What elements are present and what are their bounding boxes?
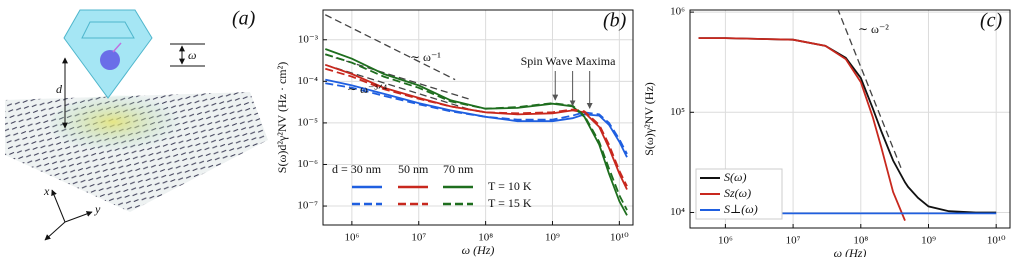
y-tick-label: 10⁻⁶	[297, 158, 318, 170]
series-line	[325, 63, 628, 190]
y-tick-label: 10⁻⁷	[297, 200, 318, 212]
illustration: d ω (a) x y	[5, 8, 268, 241]
panel-label: (c)	[980, 10, 1003, 32]
legend-row-label: T = 10 K	[488, 179, 532, 193]
y-tick-label: 10⁵	[670, 106, 685, 118]
frequency-label: ω	[188, 48, 196, 62]
axis-label: y	[94, 202, 101, 216]
x-tick-label: 10⁸	[853, 235, 868, 247]
plot-frame	[322, 9, 634, 226]
panel-label: (b)	[603, 10, 627, 32]
axis-label: x	[43, 184, 50, 198]
plot-frame	[689, 9, 1011, 229]
annotation: ∼ ω⁻³ᐟ⁴	[347, 82, 387, 96]
legend-header: 50 nm	[398, 162, 429, 176]
x-tick-label: 10⁹	[921, 235, 936, 247]
series-line	[698, 37, 906, 221]
chart-panel: 10⁶ 10⁷ 10⁸ 10⁹ 10¹⁰ 10⁴ 10⁵ 10⁶ ω (Hz) S(ω)γ²NV …	[642, 6, 1011, 257]
panel-label: (a)	[232, 8, 256, 30]
y-tick-label: 10⁴	[670, 206, 685, 218]
x-axis-label: ω (Hz)	[834, 246, 867, 257]
series-line	[324, 48, 628, 216]
x-tick-label: 10⁷	[786, 235, 801, 247]
x-tick-label: 10⁶	[344, 232, 359, 244]
nv-center	[100, 50, 120, 70]
legend-label: S(ω)	[724, 170, 746, 184]
annotation: ∼ ω⁻²	[858, 22, 889, 36]
distance-label: d	[56, 82, 63, 96]
x-tick-label: 10⁷	[411, 232, 426, 244]
diamond-facet	[81, 21, 135, 39]
reference-line	[837, 10, 903, 170]
legend-row-label: T = 15 K	[488, 196, 532, 210]
legend-header: 70 nm	[443, 162, 474, 176]
legend-header: d = 30 nm	[332, 162, 382, 176]
axis-arrow	[64, 211, 93, 223]
y-axis-label: S(ω)d²γ²NV (Hz · cm²)	[275, 62, 289, 173]
reference-line	[324, 14, 456, 81]
x-axis-label: ω (Hz)	[462, 243, 495, 257]
series-line	[325, 82, 628, 155]
nv-spin	[112, 42, 122, 53]
series-line	[325, 53, 628, 211]
annotation: ∼ ω⁻¹	[410, 50, 441, 64]
field-glow	[50, 95, 190, 155]
legend-label: Sz(ω)	[724, 186, 751, 200]
axis-arrow	[51, 189, 66, 223]
x-tick-label: 10¹⁰	[987, 235, 1006, 247]
chart-panel: 10⁶ 10⁷ 10⁸ 10⁹ 10¹⁰ 10⁻⁷ 10⁻⁶ 10⁻⁵ 10⁻⁴ 10⁻³ ω (H…	[275, 9, 634, 257]
x-tick-label: 10¹⁰	[610, 232, 629, 244]
y-tick-label: 10⁻³	[298, 33, 319, 45]
x-tick-label: 10⁸	[478, 232, 493, 244]
y-tick-label: 10⁶	[670, 6, 685, 18]
x-tick-label: 10⁶	[718, 235, 733, 247]
x-tick-label: 10⁹	[545, 232, 560, 244]
y-tick-label: 10⁻⁵	[297, 116, 318, 128]
y-tick-label: 10⁻⁴	[297, 75, 318, 87]
y-axis-label: S(ω)γ²NV (Hz)	[642, 82, 656, 156]
axis-arrow	[44, 221, 66, 241]
legend-label: S⊥(ω)	[724, 202, 758, 216]
series-line	[325, 78, 628, 158]
callout-text: Spin Wave Maxima	[521, 54, 616, 68]
series-line	[325, 67, 628, 187]
